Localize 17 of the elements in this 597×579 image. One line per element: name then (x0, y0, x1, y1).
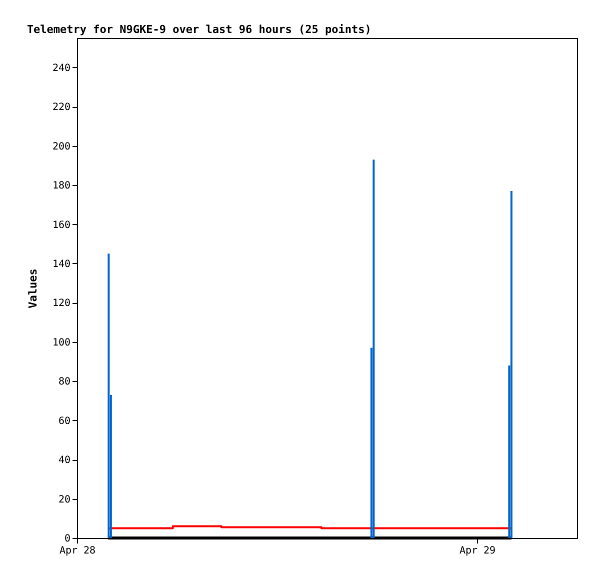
y-axis-title: Values (26, 268, 40, 308)
y-tick-label: 160 (52, 220, 70, 231)
y-tick-label: 180 (52, 180, 70, 192)
y-tick-label: 60 (58, 416, 70, 427)
y-tick-label: 140 (52, 258, 70, 270)
x-tick-label: Apr 29 (459, 546, 496, 556)
x-tick-label: Apr 28 (59, 546, 96, 556)
y-tick-label: 80 (58, 376, 70, 388)
y-tick-label: 240 (52, 62, 70, 74)
y-tick-label: 200 (52, 141, 70, 152)
y-tick-label: 20 (58, 494, 70, 506)
y-tick-label: 0 (64, 534, 70, 544)
y-tick-label: 100 (52, 337, 70, 348)
chart-title: Telemetry for N9GKE-9 over last 96 hours (25 points) (26, 23, 372, 36)
y-tick-label: 220 (52, 102, 70, 114)
y-tick-label: 40 (58, 455, 70, 466)
y-tick-label: 120 (52, 298, 70, 310)
